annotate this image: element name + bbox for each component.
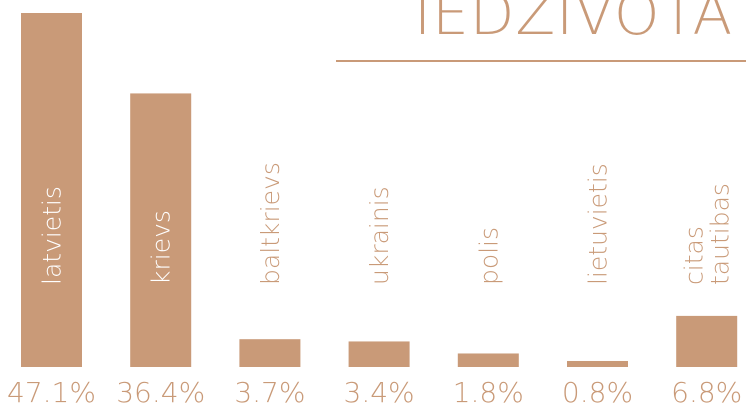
bar: [348, 341, 410, 367]
value-label: 3.7%: [234, 376, 305, 405]
bar: [567, 360, 628, 367]
category-label: latvietis: [38, 186, 67, 285]
bar: [457, 353, 519, 367]
value-label: 1.8%: [453, 376, 524, 405]
category-word: tautibas: [706, 183, 735, 285]
chart-title: IEDZIVOTA: [414, 0, 733, 48]
value-label: 3.4%: [344, 376, 415, 405]
bar: [239, 339, 301, 367]
category-word: citas: [680, 226, 709, 285]
category-label: krievs: [147, 210, 176, 285]
bar: [676, 315, 738, 367]
bar: [130, 93, 192, 367]
value-label: 36.4%: [116, 376, 205, 405]
category-label: citastautibas: [680, 183, 735, 285]
value-label: 0.8%: [562, 376, 633, 405]
value-label: 47.1%: [7, 376, 96, 405]
category-label: ukrainis: [365, 186, 394, 285]
category-label: polis: [474, 227, 503, 285]
value-label: 6.8%: [671, 376, 742, 405]
bar: [21, 13, 82, 367]
category-label: baltkrievs: [256, 162, 285, 285]
category-label: lietuvietis: [584, 163, 613, 285]
